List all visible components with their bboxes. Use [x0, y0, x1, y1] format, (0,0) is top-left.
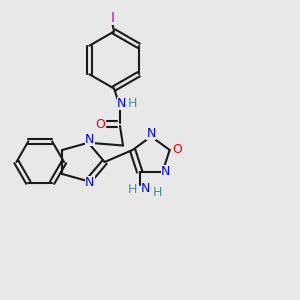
Text: H: H — [128, 183, 137, 196]
Text: H: H — [128, 97, 138, 110]
Text: O: O — [172, 143, 182, 157]
Text: N: N — [161, 165, 170, 178]
Text: O: O — [96, 118, 105, 131]
Text: N: N — [85, 176, 94, 189]
Text: N: N — [146, 127, 156, 140]
Text: N: N — [141, 182, 150, 195]
Text: N: N — [85, 133, 94, 146]
Text: I: I — [110, 11, 115, 25]
Text: N: N — [117, 97, 126, 110]
Text: H: H — [153, 186, 162, 199]
